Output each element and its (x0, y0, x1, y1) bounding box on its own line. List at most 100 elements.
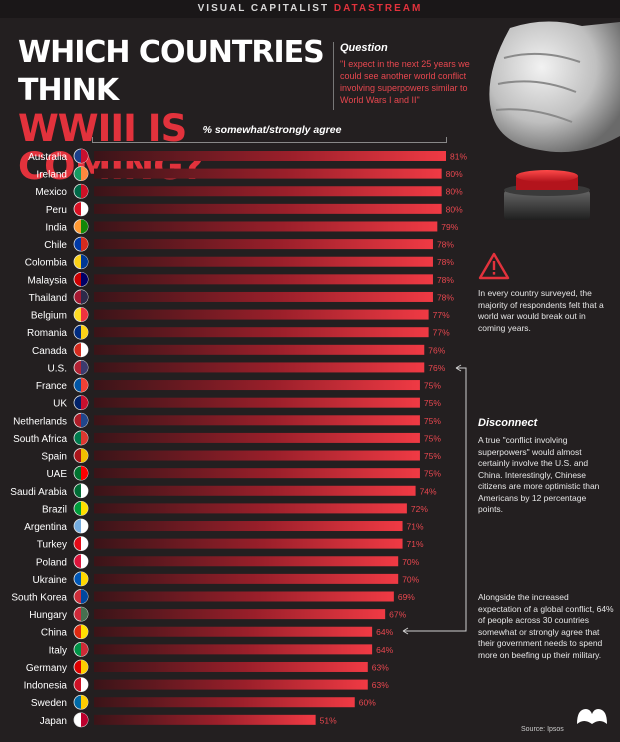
warning-icon (478, 252, 510, 285)
bar-value-label: 77% (433, 310, 450, 320)
bar-value-label: 78% (437, 275, 454, 285)
country-label: UAE (46, 469, 67, 480)
flag-icon (73, 236, 89, 252)
bar (94, 327, 429, 338)
brand-name: VISUAL CAPITALIST (197, 3, 334, 14)
country-label: Poland (36, 557, 67, 568)
axis-tick-right (446, 137, 447, 143)
source-note: Source: Ipsos (521, 726, 564, 733)
title-line-2: WWIII IS COMING? (18, 107, 204, 188)
bar (94, 203, 442, 214)
bar-value-label: 60% (359, 698, 376, 708)
flag-icon (73, 536, 89, 552)
flag-icon (73, 430, 89, 446)
flag-icon (73, 659, 89, 675)
bar-value-label: 78% (437, 292, 454, 302)
brand-header: VISUAL CAPITALIST DATASTREAM (0, 0, 620, 18)
bar-value-label: 77% (433, 328, 450, 338)
country-label: Netherlands (13, 416, 67, 427)
axis-line (92, 142, 447, 143)
bar (94, 362, 425, 373)
bar (94, 573, 399, 584)
bar-value-label: 64% (376, 627, 393, 637)
flag-icon (73, 571, 89, 587)
flag-icon (73, 694, 89, 710)
flag-icon (73, 641, 89, 657)
country-label: Hungary (29, 610, 67, 621)
bar (94, 397, 420, 408)
country-label: Germany (26, 663, 67, 674)
country-label: China (41, 628, 68, 639)
bar-value-label: 70% (402, 574, 419, 584)
question-label: Question (340, 42, 388, 54)
bar-value-label: 81% (450, 152, 467, 162)
bar-value-label: 64% (376, 645, 393, 655)
bar (94, 591, 394, 602)
flag-icon (73, 553, 89, 569)
country-label: Turkey (37, 540, 67, 551)
question-text: "I expect in the next 25 years we could … (340, 59, 470, 105)
bar (94, 626, 373, 637)
country-label: Argentina (24, 522, 67, 533)
country-label: France (36, 381, 68, 392)
country-label: Saudi Arabia (10, 487, 67, 498)
country-label: Canada (32, 346, 67, 357)
flag-icon (73, 589, 89, 604)
bar-value-label: 67% (389, 610, 406, 620)
bar (94, 256, 433, 267)
bar (94, 239, 433, 250)
flag-icon (73, 483, 89, 499)
bar (94, 714, 316, 725)
country-label: Colombia (25, 258, 68, 269)
bar-value-label: 71% (407, 522, 424, 532)
flag-icon (73, 360, 89, 375)
country-label: Sweden (31, 698, 67, 709)
country-label: Italy (49, 645, 67, 656)
bar (94, 609, 386, 620)
bar (94, 221, 438, 232)
flag-icon (73, 219, 89, 234)
flag-icon (73, 448, 89, 463)
bar-value-label: 76% (428, 345, 445, 355)
bar-value-label: 80% (446, 169, 463, 179)
brand-logo-icon (574, 704, 610, 735)
flag-icon (73, 606, 89, 622)
bar (94, 432, 420, 443)
bar-value-label: 79% (441, 222, 458, 232)
note-disconnect: A true "conflict involving superpowers" … (478, 435, 600, 514)
flag-icon (73, 324, 89, 340)
bar-value-label: 72% (411, 504, 428, 514)
bar-value-label: 78% (437, 257, 454, 267)
bar (94, 485, 416, 496)
bar-value-label: 76% (428, 363, 445, 373)
flag-icon (73, 624, 89, 640)
bar (94, 503, 407, 514)
bar-value-label: 75% (424, 451, 441, 461)
bar-value-label: 78% (437, 240, 454, 250)
flag-icon (73, 712, 89, 728)
bar-value-label: 75% (424, 398, 441, 408)
country-label: Malaysia (28, 275, 68, 286)
flag-icon (73, 201, 89, 217)
bar-value-label: 69% (398, 592, 415, 602)
country-label: Belgium (31, 311, 67, 322)
flag-icon (73, 342, 89, 358)
bar (94, 380, 420, 391)
title-line-1: WHICH COUNTRIES THINK (18, 35, 325, 108)
bar-value-label: 51% (320, 715, 337, 725)
bar (94, 291, 433, 302)
country-label: South Korea (11, 593, 67, 604)
bar (94, 679, 368, 690)
bar-value-label: 75% (424, 433, 441, 443)
country-label: U.S. (48, 363, 67, 374)
bar-value-label: 75% (424, 416, 441, 426)
bar (94, 450, 420, 461)
bar-value-label: 74% (420, 486, 437, 496)
flag-icon (73, 465, 89, 481)
flag-icon (73, 395, 89, 411)
axis-title: % somewhat/strongly agree (202, 124, 342, 136)
bar-value-label: 75% (424, 381, 441, 391)
axis-tick-left (92, 137, 93, 143)
flag-icon (73, 377, 89, 393)
flag-icon (73, 289, 89, 305)
